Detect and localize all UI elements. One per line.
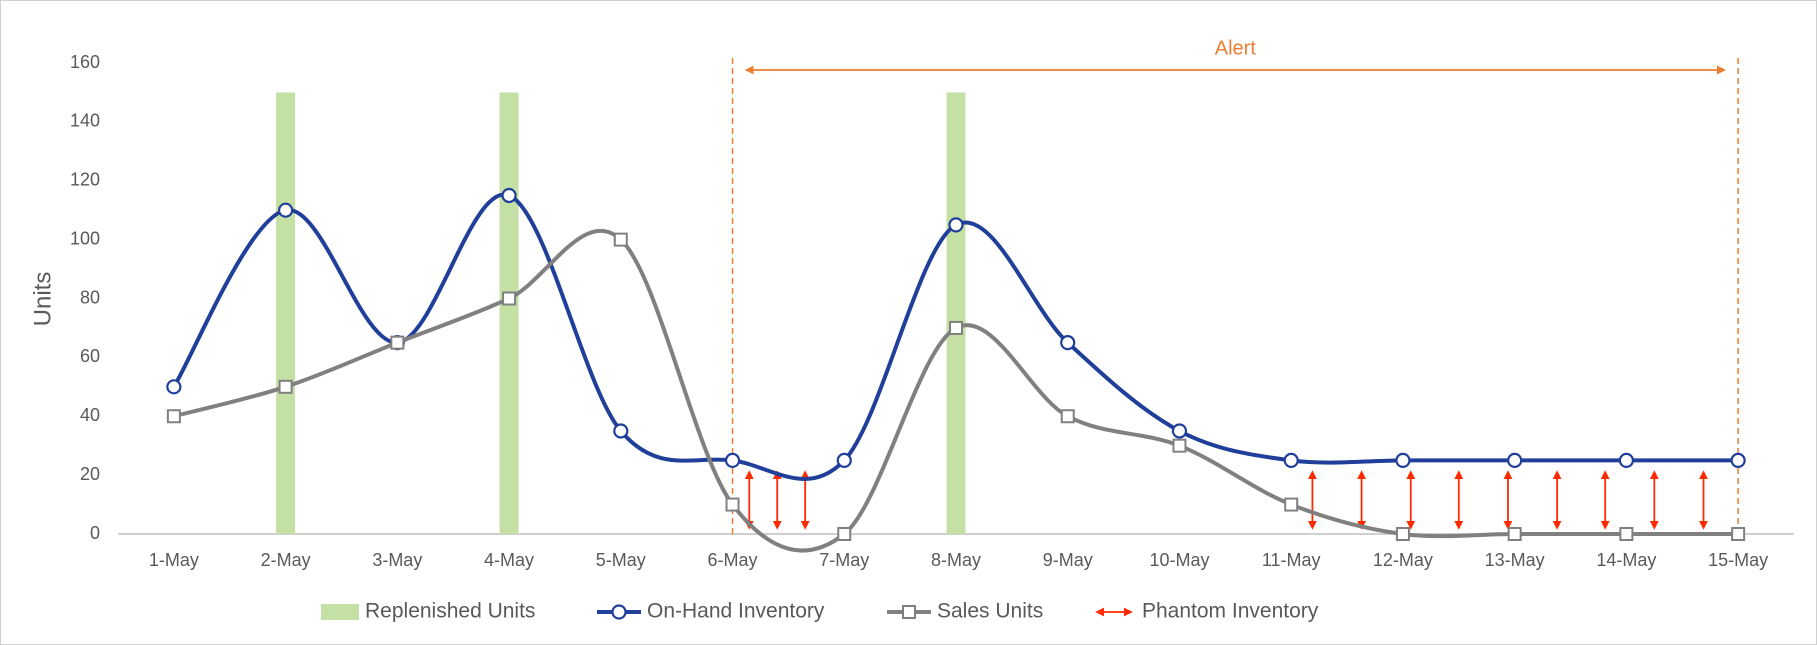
legend-label: Replenished Units <box>365 600 535 623</box>
point-marker <box>836 452 852 469</box>
point-marker <box>1618 452 1635 469</box>
point-marker <box>1731 527 1746 541</box>
point-marker <box>948 217 964 233</box>
point-marker <box>1507 527 1522 541</box>
legend-label: Sales Units <box>937 600 1043 623</box>
point-marker <box>724 452 741 469</box>
legend-marker <box>902 605 916 619</box>
y-tick-label: 80 <box>80 287 100 307</box>
point-marker <box>1283 452 1299 469</box>
point-marker <box>166 379 182 395</box>
point-marker <box>502 291 517 306</box>
point-marker <box>1395 527 1410 541</box>
point-marker <box>1060 409 1075 424</box>
x-tick-label: 5-May <box>596 550 646 570</box>
y-tick-label: 160 <box>70 52 100 72</box>
point-marker <box>725 497 740 512</box>
x-tick-label: 2-May <box>261 550 311 570</box>
x-tick-label: 6-May <box>708 550 758 570</box>
legend-label: On-Hand Inventory <box>647 600 825 623</box>
x-tick-label: 9-May <box>1043 550 1093 570</box>
x-tick-label: 12-May <box>1373 550 1433 570</box>
point-marker <box>501 187 517 204</box>
y-tick-label: 100 <box>70 228 100 248</box>
legend-swatch <box>321 604 359 620</box>
point-marker <box>613 423 629 439</box>
point-marker <box>837 527 852 541</box>
x-tick-label: 15-May <box>1708 550 1768 570</box>
x-tick-label: 14-May <box>1596 550 1656 570</box>
point-marker <box>1507 452 1523 469</box>
point-marker <box>1171 423 1188 439</box>
y-tick-label: 0 <box>90 523 100 543</box>
y-tick-label: 60 <box>80 346 100 366</box>
point-marker <box>278 379 293 394</box>
legend-marker <box>611 604 627 620</box>
x-tick-label: 13-May <box>1485 550 1545 570</box>
point-marker <box>1060 335 1076 351</box>
point-marker <box>613 232 628 247</box>
point-marker <box>390 335 405 350</box>
x-tick-label: 3-May <box>372 550 422 570</box>
legend-label: Phantom Inventory <box>1142 600 1319 623</box>
y-tick-label: 40 <box>80 405 100 425</box>
replenished-bar <box>276 92 296 534</box>
x-tick-label: 8-May <box>931 550 981 570</box>
x-tick-label: 7-May <box>819 550 869 570</box>
alert-label: Alert <box>1215 37 1257 59</box>
x-tick-label: 4-May <box>484 550 534 570</box>
series-line <box>173 229 1739 553</box>
point-marker <box>949 320 963 335</box>
point-marker <box>166 409 181 424</box>
point-marker <box>1395 452 1411 469</box>
x-tick-label: 11-May <box>1262 550 1321 570</box>
replenished-bar <box>946 92 966 534</box>
x-tick-label: 10-May <box>1149 550 1209 570</box>
point-marker <box>1284 497 1299 512</box>
point-marker <box>1172 438 1187 453</box>
replenished-bar <box>499 92 519 534</box>
y-tick-label: 140 <box>70 111 100 131</box>
y-tick-label: 20 <box>80 464 100 484</box>
point-marker <box>278 202 294 218</box>
x-tick-label: 1-May <box>149 550 199 570</box>
point-marker <box>1619 527 1634 541</box>
point-marker <box>1730 452 1746 469</box>
y-tick-label: 120 <box>70 170 100 190</box>
y-axis-label: Units <box>29 272 56 327</box>
